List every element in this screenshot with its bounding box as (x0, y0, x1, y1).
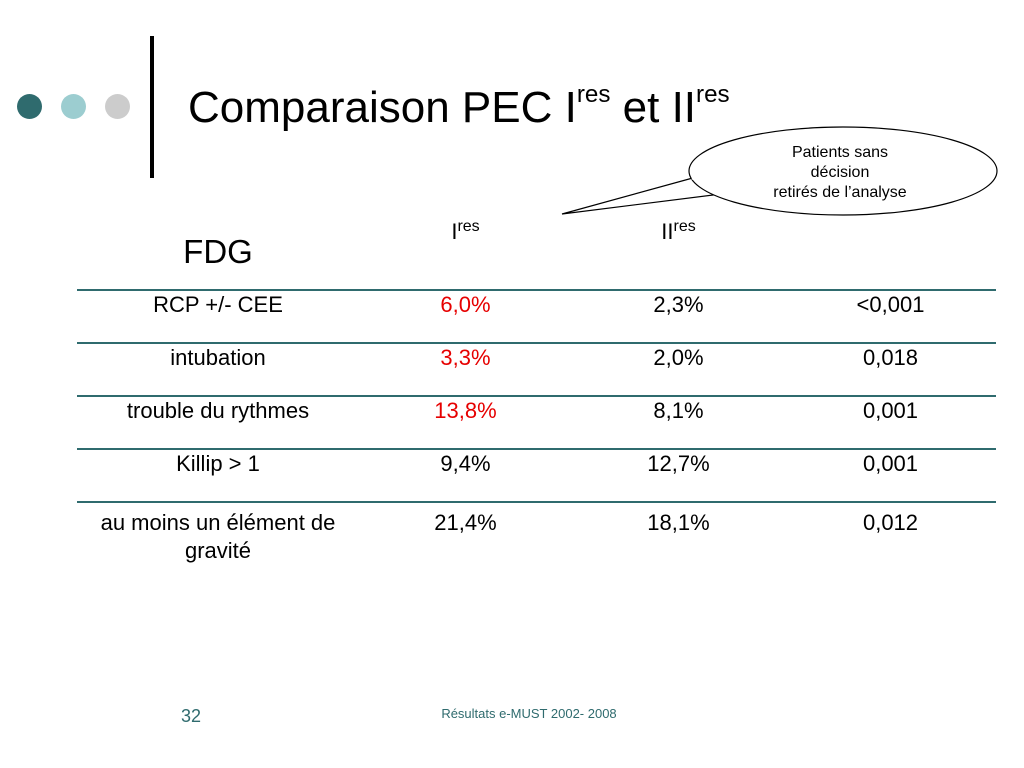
row-value-2: 8,1% (572, 396, 785, 450)
title-sup-2: res (696, 81, 730, 108)
table-row: trouble du rythmes 13,8% 8,1% 0,001 (77, 396, 996, 450)
row-p-value: 0,001 (785, 449, 996, 503)
callout-line-3: retirés de l’analyse (773, 184, 907, 201)
page-number: 32 (181, 706, 202, 726)
header-col-2: IIres (572, 218, 785, 291)
row-value-1: 3,3% (359, 343, 572, 397)
title-text-2: et II (610, 83, 697, 132)
row-label: Killip > 1 (77, 449, 359, 503)
row-value-2: 2,0% (572, 343, 785, 397)
row-p-value: 0,018 (785, 343, 996, 397)
row-label: RCP +/- CEE (77, 290, 359, 344)
header-col-1-sup: res (457, 218, 480, 235)
header-col-1-text: I (451, 219, 458, 244)
row-value-2: 18,1% (647, 510, 710, 535)
header-col-3 (785, 218, 996, 291)
title-sup-1: res (576, 81, 611, 108)
table-header-row: FDG Ires IIres (77, 218, 996, 291)
row-p-value: 0,001 (785, 396, 996, 450)
results-table: FDG Ires IIres RCP +/- CEE 6,0% 2,3% <0,… (77, 218, 996, 579)
row-p-value: <0,001 (785, 290, 996, 344)
decor-dot-dark (17, 94, 42, 119)
table-row: RCP +/- CEE 6,0% 2,3% <0,001 (77, 290, 996, 344)
callout-line-1: Patients sans (791, 144, 889, 161)
header-col-1: Ires (359, 218, 572, 291)
row-p-value: 0,012 (862, 510, 919, 535)
footer-label: Résultats e-MUST 2002- 2008 (441, 706, 617, 721)
row-label: intubation (77, 343, 359, 397)
row-value-1: 13,8% (359, 396, 572, 450)
row-value-1: 6,0% (359, 290, 572, 344)
title-divider (150, 36, 154, 178)
footer-text: Résultats e-MUST 2002- 2008 (0, 706, 1024, 721)
title-text-1: Comparaison PEC I (188, 83, 577, 132)
row-value-2: 12,7% (572, 449, 785, 503)
row-value-1: 9,4% (359, 449, 572, 503)
table-row: intubation 3,3% 2,0% 0,018 (77, 343, 996, 397)
callout-line-2: décision (810, 164, 870, 181)
row-value-1: 21,4% (434, 510, 497, 535)
table-row: au moins un élément de gravité 21,4% 18,… (77, 502, 996, 579)
header-col-2-sup: res (673, 218, 696, 235)
header-fdg: FDG (77, 218, 359, 291)
row-label: au moins un élément de gravité (100, 510, 336, 563)
row-label: trouble du rythmes (77, 396, 359, 450)
callout-text: Patients sans décision retirés de l’anal… (735, 143, 945, 203)
decor-dot-grey (105, 94, 130, 119)
table-row: Killip > 1 9,4% 12,7% 0,001 (77, 449, 996, 503)
decor-dot-light (61, 94, 86, 119)
header-col-2-text: II (661, 219, 674, 244)
slide-title: Comparaison PEC Ires et IIres (188, 80, 730, 143)
row-value-2: 2,3% (572, 290, 785, 344)
